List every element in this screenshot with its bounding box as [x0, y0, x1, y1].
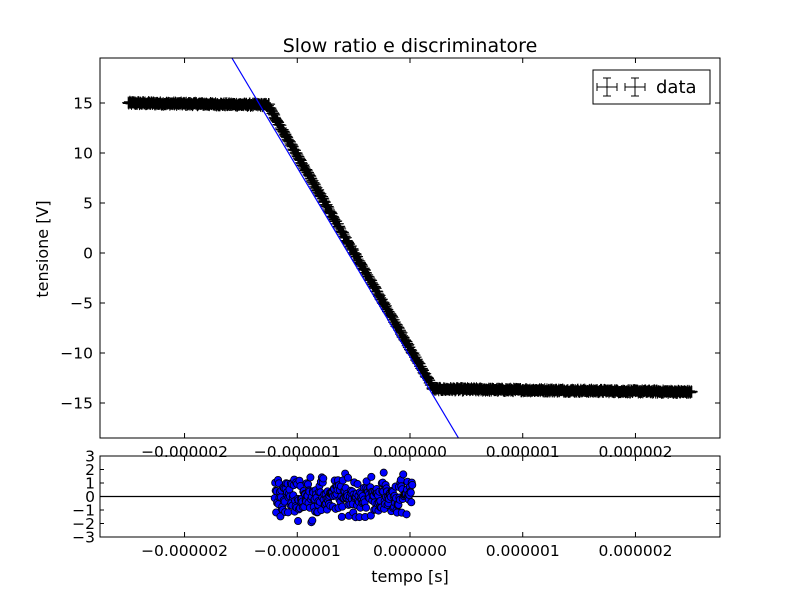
- y-tick-label: −2: [72, 515, 95, 533]
- data-point: [304, 172, 317, 185]
- data-point: [276, 123, 289, 136]
- data-point: [264, 102, 277, 115]
- data-point: [421, 371, 434, 384]
- fit-line-path: [231, 58, 459, 438]
- data-point: [413, 357, 426, 370]
- data-point: [685, 385, 698, 398]
- y-tick-label: 0: [83, 245, 93, 263]
- data-point: [402, 338, 415, 351]
- x-tick-label: 0.000002: [598, 542, 672, 560]
- y-tick-label: −5: [70, 295, 93, 313]
- data-point: [284, 137, 297, 150]
- data-point: [321, 200, 334, 213]
- y-tick-label: −15: [60, 395, 93, 413]
- residuals-plot-area: −0.000002 −0.000001 0.000000 0.000001 0.0000…: [72, 448, 721, 560]
- data-point: [323, 205, 336, 218]
- y-axis-ticks: 15 10 5 0 −5 −10 −15: [60, 95, 720, 413]
- data-point: [385, 310, 398, 323]
- y-tick-label: 15: [73, 95, 93, 113]
- data-point: [279, 128, 292, 141]
- data-point: [368, 280, 381, 293]
- data-point: [285, 138, 298, 151]
- residual-point: [308, 516, 317, 525]
- residual-point: [337, 512, 346, 521]
- data-point: [317, 192, 330, 205]
- y-tick-label: 2: [85, 461, 95, 479]
- x-tick-label: −0.000001: [254, 542, 341, 560]
- data-point: [267, 107, 280, 120]
- data-point: [376, 297, 389, 310]
- legend-errorbar-icon: [596, 77, 646, 97]
- y-tick-label: −10: [60, 345, 93, 363]
- data-series: [122, 95, 698, 400]
- y-axis-label: tensione [V]: [33, 200, 52, 297]
- data-point: [303, 169, 316, 182]
- data-point: [355, 258, 368, 271]
- y-tick-label: 5: [83, 195, 93, 213]
- residual-point: [399, 470, 408, 479]
- data-point: [398, 334, 411, 347]
- data-point: [348, 248, 361, 261]
- data-point: [305, 175, 318, 188]
- residuals-x-axis-ticks: −0.000002 −0.000001 0.000000 0.000001 0.0000…: [141, 456, 672, 560]
- data-point: [411, 355, 424, 368]
- residual-point: [367, 472, 376, 481]
- data-point: [384, 309, 397, 322]
- y-tick-label: 3: [85, 448, 95, 466]
- residual-point: [294, 517, 303, 526]
- data-point: [320, 198, 333, 211]
- data-point: [424, 376, 437, 389]
- chart-title: Slow ratio e discriminatore: [283, 35, 538, 57]
- data-point: [272, 116, 285, 129]
- y-tick-label: 1: [85, 475, 95, 493]
- data-point: [413, 357, 426, 370]
- data-point: [349, 247, 362, 260]
- residuals-series: [270, 468, 417, 527]
- data-point: [344, 241, 357, 254]
- data-point: [416, 364, 429, 377]
- data-point: [268, 109, 281, 122]
- residual-point: [408, 481, 417, 490]
- residual-point: [319, 474, 328, 483]
- data-point: [297, 159, 310, 172]
- data-point: [330, 215, 343, 228]
- data-point: [362, 271, 375, 284]
- y-tick-label: −1: [72, 502, 95, 520]
- data-point: [307, 176, 320, 189]
- residual-point: [353, 480, 362, 489]
- legend: data: [592, 69, 711, 105]
- y-tick-label: −3: [72, 529, 95, 547]
- residual-point: [362, 503, 371, 512]
- data-point: [358, 264, 371, 277]
- residual-point: [407, 498, 416, 507]
- x-tick-label: 0.000000: [373, 542, 447, 560]
- data-point: [332, 220, 345, 233]
- data-point: [295, 157, 308, 170]
- legend-label: data: [656, 77, 697, 98]
- residual-point: [344, 473, 353, 482]
- data-point: [372, 288, 385, 301]
- x-tick-label: −0.000002: [141, 542, 228, 560]
- y-tick-label: 0: [85, 488, 95, 506]
- data-point: [392, 322, 405, 335]
- x-axis-label: tempo [s]: [371, 567, 449, 586]
- residual-point: [284, 508, 293, 517]
- y-tick-label: 10: [73, 145, 93, 163]
- residual-point: [306, 473, 315, 482]
- data-point: [391, 319, 404, 332]
- data-point: [335, 225, 348, 238]
- data-point: [331, 217, 344, 230]
- residual-point: [402, 510, 411, 519]
- fit-line: [231, 58, 459, 438]
- data-point: [310, 181, 323, 194]
- residual-point: [406, 488, 415, 497]
- data-point: [685, 385, 698, 398]
- x-tick-label: 0.000001: [486, 542, 560, 560]
- residual-point: [379, 468, 388, 477]
